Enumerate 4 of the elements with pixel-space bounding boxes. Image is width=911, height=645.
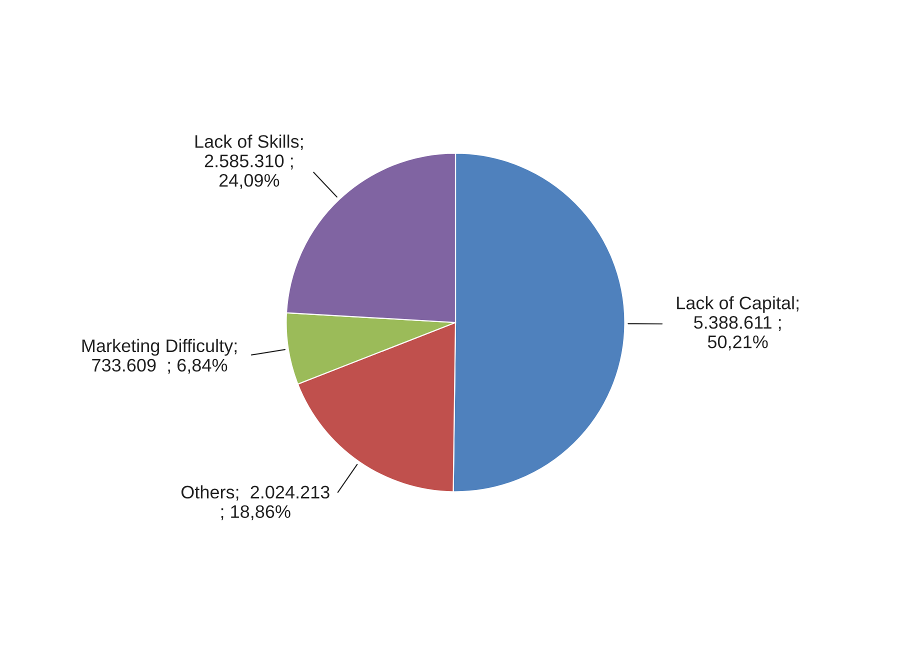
slice-label: Others; 2.024.213 ; 18,86% — [181, 485, 330, 520]
slice-label: Marketing Difficulty; 733.609 ; 6,84% — [82, 338, 237, 374]
slice-label: Lack of Skills; 2.585.310 ; 24,09% — [195, 134, 303, 189]
slice-label: Lack of Capital; 5.388.611 ; 50,21% — [677, 296, 798, 350]
